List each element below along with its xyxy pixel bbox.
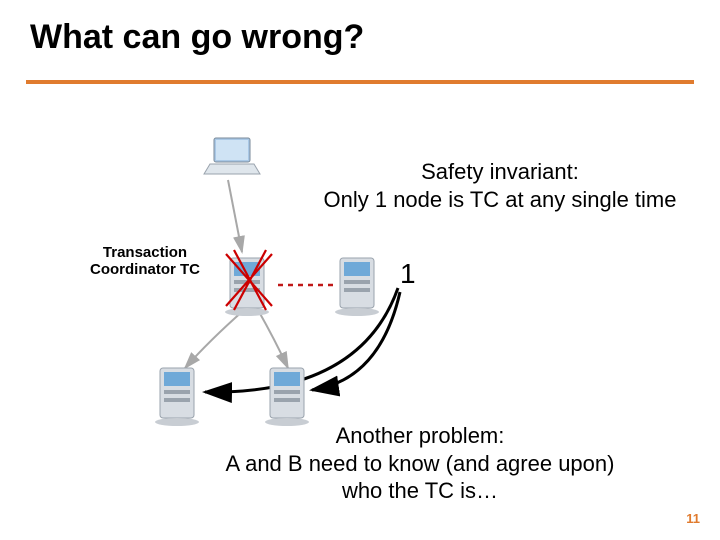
laptop-icon xyxy=(204,138,260,174)
arrow-tc-to-a xyxy=(185,310,244,368)
server-a-icon xyxy=(155,368,199,426)
diagram-svg xyxy=(0,0,720,540)
server-b-icon xyxy=(265,368,309,426)
slide: { "title": "What can go wrong?", "safety… xyxy=(0,0,720,540)
server-right-icon xyxy=(335,258,379,316)
arrow-laptop-to-tc xyxy=(228,180,242,252)
arrow-tc-to-b xyxy=(258,310,288,368)
